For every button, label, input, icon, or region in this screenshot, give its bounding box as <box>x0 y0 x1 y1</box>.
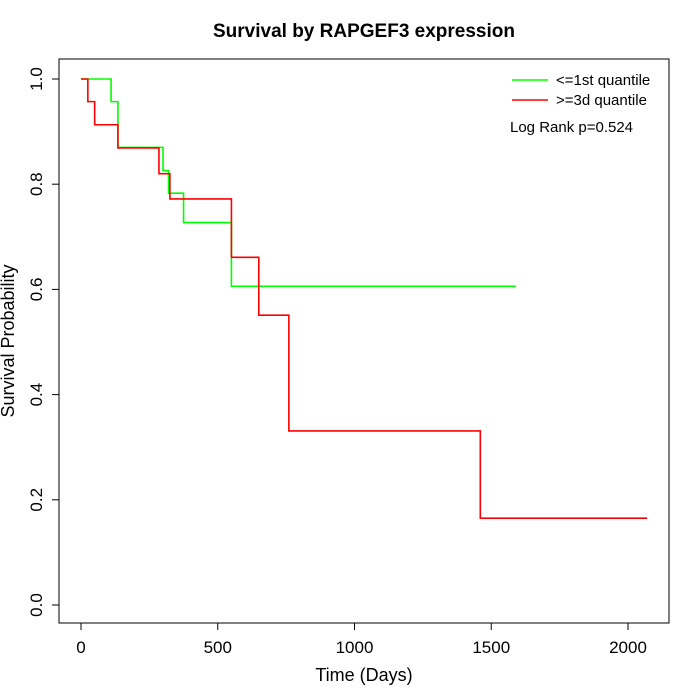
y-tick-label: 0.2 <box>27 488 46 512</box>
chart-title: Survival by RAPGEF3 expression <box>213 21 515 42</box>
log-rank-annotation: Log Rank p=0.524 <box>510 119 633 136</box>
x-tick-label: 500 <box>204 638 232 657</box>
survival-curve-2 <box>81 78 648 520</box>
y-tick-label: 0.4 <box>27 383 46 407</box>
legend: <=1st quantile >=3d quantile <box>512 72 650 109</box>
x-axis-label: Time (Days) <box>315 665 412 685</box>
x-tick-label: 1000 <box>336 638 374 657</box>
series-layer <box>81 78 648 520</box>
x-tick-label: 1500 <box>472 638 510 657</box>
y-tick-label: 0.8 <box>27 172 46 196</box>
y-tick-label: 1.0 <box>27 67 46 91</box>
survival-curve-1 <box>81 78 516 288</box>
y-tick-label: 0.0 <box>27 593 46 617</box>
legend-label: >=3d quantile <box>556 92 647 109</box>
y-tick-label: 0.6 <box>27 278 46 302</box>
plot-frame <box>58 58 670 624</box>
x-tick-label: 2000 <box>609 638 647 657</box>
x-axis: 0 500 1000 1500 2000 <box>76 622 647 657</box>
y-axis-label: Survival Probability <box>0 264 18 417</box>
y-axis: 0.0 0.2 0.4 0.6 0.8 1.0 <box>27 67 60 617</box>
x-tick-label: 0 <box>76 638 85 657</box>
legend-label: <=1st quantile <box>556 72 650 89</box>
